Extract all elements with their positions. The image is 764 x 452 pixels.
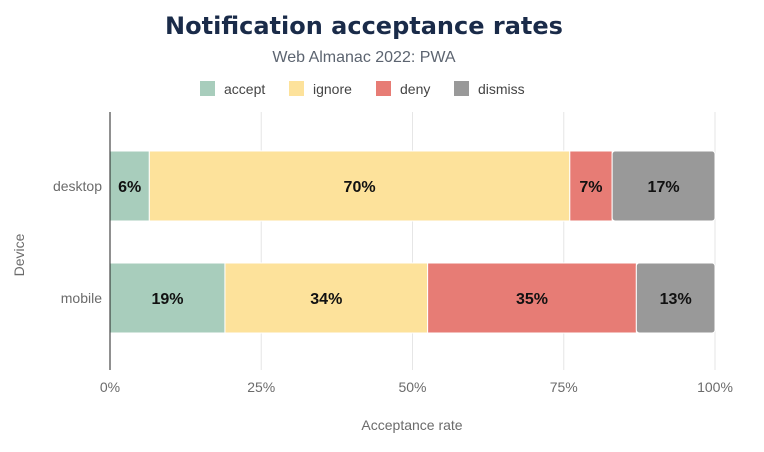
bar-segment-accept xyxy=(109,150,150,222)
data-label: 19% xyxy=(151,291,183,308)
x-axis-label: Acceptance rate xyxy=(361,417,462,433)
bar-segment-dismiss xyxy=(635,262,716,334)
data-label: 35% xyxy=(516,291,548,308)
legend-swatch-deny xyxy=(376,81,391,96)
x-tick-label: 50% xyxy=(398,379,426,395)
bar-segment-deny xyxy=(569,150,613,222)
data-label: 6% xyxy=(118,179,141,196)
category-label: desktop xyxy=(53,178,102,194)
legend-label-accept: accept xyxy=(224,81,265,97)
bar-segment-deny xyxy=(427,262,637,334)
legend-label-dismiss: dismiss xyxy=(478,81,525,97)
category-labels: desktop mobile xyxy=(53,178,102,306)
category-label: mobile xyxy=(61,290,102,306)
bar-segment-ignore xyxy=(148,150,571,222)
legend-label-ignore: ignore xyxy=(313,81,352,97)
chart-subtitle: Web Almanac 2022: PWA xyxy=(272,49,456,66)
legend: accept ignore deny dismiss xyxy=(200,81,525,97)
bars: 6% 70% 7% 17% 19% 34% 35% 13% xyxy=(109,150,716,334)
bar-segment-dismiss xyxy=(611,150,716,222)
data-label: 70% xyxy=(344,179,376,196)
bar-segment-ignore xyxy=(224,262,429,334)
legend-swatch-accept xyxy=(200,81,215,96)
x-tick-label: 75% xyxy=(550,379,578,395)
legend-swatch-dismiss xyxy=(454,81,469,96)
data-label: 34% xyxy=(310,291,342,308)
legend-swatch-ignore xyxy=(289,81,304,96)
x-tick-label: 0% xyxy=(100,379,120,395)
y-axis-label: Device xyxy=(11,233,27,276)
data-label: 13% xyxy=(660,291,692,308)
x-tick-label: 25% xyxy=(247,379,275,395)
data-label: 7% xyxy=(579,179,602,196)
x-tick-label: 100% xyxy=(697,379,733,395)
bar-segment-accept xyxy=(109,262,226,334)
x-tick-labels: 0% 25% 50% 75% 100% xyxy=(100,379,733,395)
legend-label-deny: deny xyxy=(400,81,430,97)
data-label: 17% xyxy=(648,179,680,196)
chart-title: Notification acceptance rates xyxy=(165,12,563,40)
